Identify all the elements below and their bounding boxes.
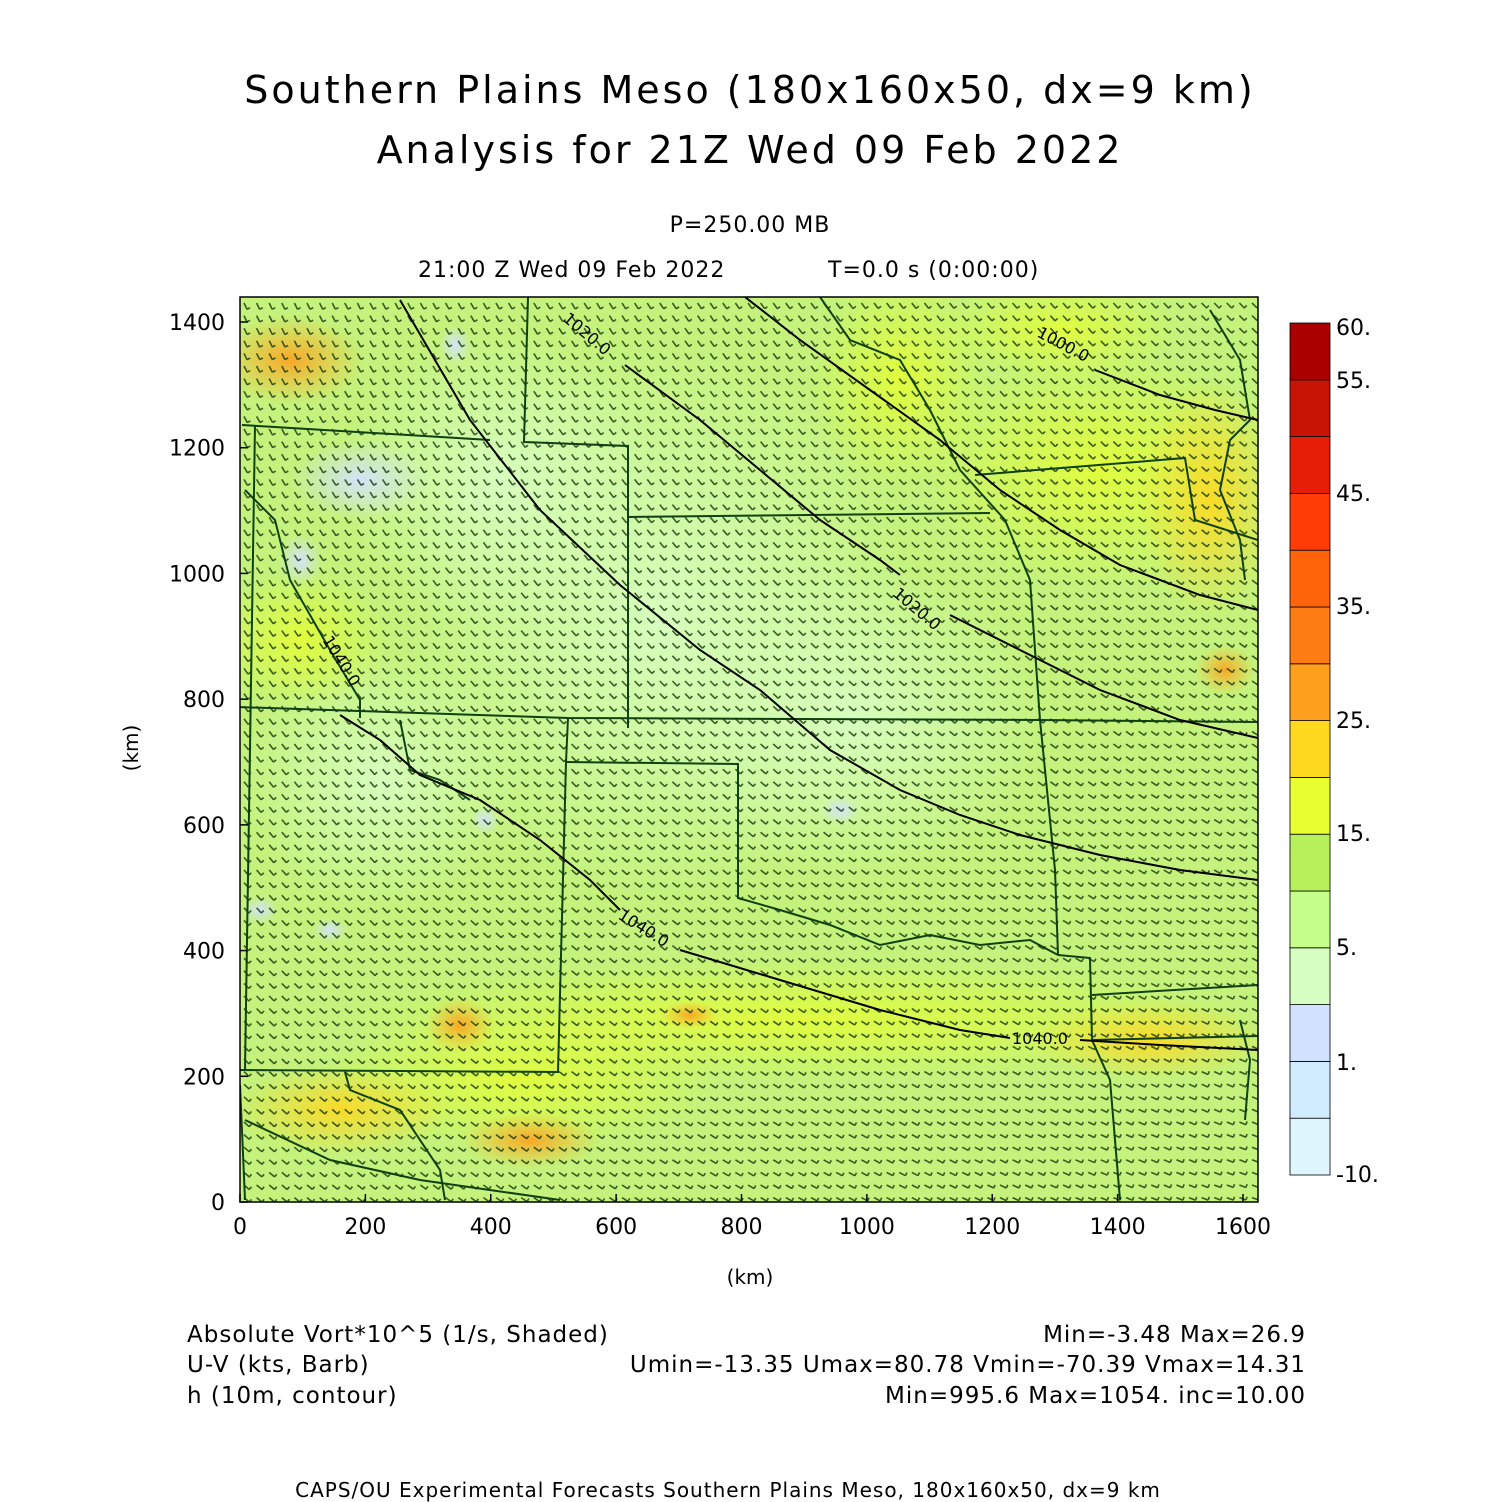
vorticity-shading — [240, 297, 1258, 1202]
y-tick-label: 1000 — [169, 562, 225, 587]
y-axis-label: (km) — [119, 725, 143, 772]
colorbar-label: -10. — [1336, 1163, 1379, 1188]
colorbar-swatch — [1289, 947, 1331, 1005]
colorbar-label: 45. — [1336, 482, 1371, 507]
colorbar-swatch — [1289, 663, 1331, 721]
colorbar-label: 1. — [1336, 1051, 1357, 1076]
colorbar-label: 55. — [1336, 369, 1371, 394]
colorbar-label: 60. — [1336, 316, 1371, 341]
y-tick-label: 200 — [183, 1065, 225, 1090]
pressure-level: P=250.00 MB — [669, 213, 831, 238]
colorbar-swatch — [1289, 1061, 1331, 1119]
colorbar-swatch — [1289, 777, 1331, 835]
colorbar-swatch — [1289, 436, 1331, 494]
y-tick-label: 400 — [183, 940, 225, 965]
plot-frame — [239, 296, 1259, 1203]
legend-field-1: Absolute Vort*10^5 (1/s, Shaded) — [187, 1322, 609, 1348]
colorbar-swatch — [1289, 1117, 1331, 1176]
legend-field-2-stats: Umin=-13.35 Umax=80.78 Vmin=-70.39 Vmax=… — [629, 1352, 1306, 1378]
footer-credit: CAPS/OU Experimental Forecasts Southern … — [295, 1478, 1161, 1502]
legend-field-3: h (10m, contour) — [187, 1383, 398, 1409]
y-tick-label: 600 — [183, 814, 225, 839]
valid-time: 21:00 Z Wed 09 Feb 2022 — [418, 258, 726, 283]
legend-field-2: U-V (kts, Barb) — [187, 1352, 370, 1378]
y-tick-label: 800 — [183, 688, 225, 713]
colorbar-labels: 60. 55. 45. 35. 25. 15. 5. 1. -10. — [1336, 316, 1379, 1188]
legend-field-1-stats: Min=-3.48 Max=26.9 — [1043, 1322, 1306, 1348]
x-tick-label: 400 — [470, 1215, 512, 1240]
y-axis: 0 200 400 600 800 1000 1200 1400 — [169, 311, 248, 1216]
title-line-2: Analysis for 21Z Wed 09 Feb 2022 — [376, 128, 1124, 172]
x-tick-label: 0 — [233, 1215, 247, 1240]
legend-field-3-stats: Min=995.6 Max=1054. inc=10.00 — [885, 1383, 1306, 1409]
colorbar-swatch — [1289, 890, 1331, 949]
x-tick-label: 600 — [595, 1215, 637, 1240]
colorbar-label: 5. — [1336, 936, 1357, 961]
colorbar-label: 15. — [1336, 822, 1371, 847]
colorbar-swatch — [1289, 492, 1331, 551]
x-tick-label: 1600 — [1215, 1215, 1271, 1240]
colorbar-swatch — [1289, 549, 1331, 608]
y-tick-label: 0 — [211, 1191, 225, 1216]
colorbar-swatch — [1289, 833, 1331, 892]
height-contours — [339, 297, 1258, 1051]
x-tick-label: 1400 — [1090, 1215, 1146, 1240]
forecast-time: T=0.0 s (0:00:00) — [828, 258, 1040, 283]
colorbar-swatch — [1289, 606, 1331, 665]
colorbar-label: 25. — [1336, 709, 1371, 734]
colorbar-swatch — [1289, 322, 1331, 381]
colorbar-swatch — [1289, 720, 1331, 778]
x-tick-label: 200 — [344, 1215, 386, 1240]
colorbar-swatch — [1289, 1004, 1331, 1062]
x-axis: 0 200 400 600 800 1000 1200 1400 1600 — [233, 1194, 1271, 1240]
y-tick-label: 1400 — [169, 311, 225, 336]
x-axis-label: (km) — [727, 1265, 774, 1289]
x-tick-label: 800 — [721, 1215, 763, 1240]
y-tick-label: 1200 — [169, 437, 225, 462]
contour-label: 1040.0 — [1012, 1029, 1068, 1048]
title-line-1: Southern Plains Meso (180x160x50, dx=9 k… — [244, 68, 1256, 112]
colorbar — [1289, 322, 1331, 1176]
x-tick-label: 1000 — [839, 1215, 895, 1240]
colorbar-swatch — [1289, 379, 1331, 437]
colorbar-label: 35. — [1336, 595, 1371, 620]
x-tick-label: 1200 — [964, 1215, 1020, 1240]
state-boundaries — [240, 297, 1258, 1201]
